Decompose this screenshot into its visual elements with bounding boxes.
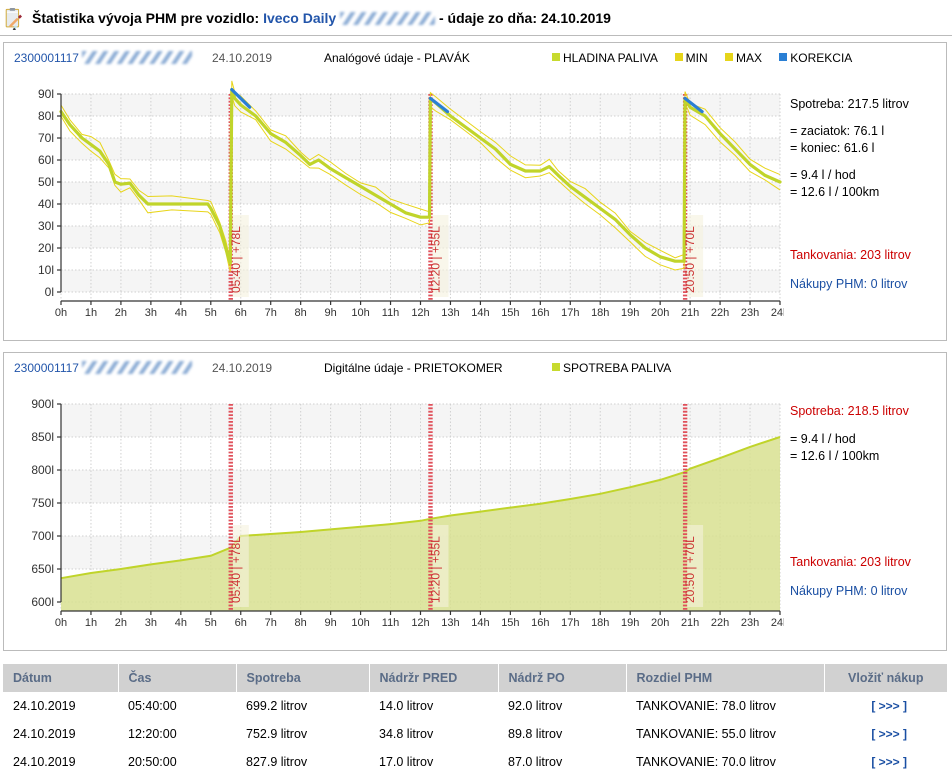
- svg-text:14h: 14h: [471, 307, 489, 319]
- svg-text:3h: 3h: [145, 307, 157, 319]
- svg-text:05:40 | +78L: 05:40 | +78L: [229, 226, 243, 293]
- svg-text:24h: 24h: [771, 307, 784, 319]
- svg-text:60l: 60l: [38, 153, 54, 167]
- svg-text:12h: 12h: [411, 307, 429, 319]
- svg-text:20l: 20l: [38, 241, 54, 255]
- svg-text:90l: 90l: [38, 87, 54, 101]
- svg-text:0h: 0h: [55, 307, 67, 319]
- svg-text:80l: 80l: [38, 109, 54, 123]
- svg-text:850l: 850l: [31, 430, 54, 444]
- svg-text:5h: 5h: [205, 307, 217, 319]
- svg-text:700l: 700l: [31, 529, 54, 543]
- svg-text:6h: 6h: [235, 307, 247, 319]
- svg-text:18h: 18h: [591, 617, 609, 629]
- svg-text:20h: 20h: [651, 617, 669, 629]
- svg-text:13h: 13h: [441, 617, 459, 629]
- svg-text:9h: 9h: [324, 307, 336, 319]
- svg-text:17h: 17h: [561, 617, 579, 629]
- svg-text:1h: 1h: [85, 307, 97, 319]
- svg-text:15h: 15h: [501, 617, 519, 629]
- svg-text:11h: 11h: [382, 307, 400, 319]
- svg-text:23h: 23h: [741, 617, 759, 629]
- svg-text:650l: 650l: [31, 562, 54, 576]
- svg-text:20h: 20h: [651, 307, 669, 319]
- svg-text:18h: 18h: [591, 307, 609, 319]
- svg-text:8h: 8h: [295, 307, 307, 319]
- svg-text:5h: 5h: [205, 617, 217, 629]
- svg-text:14h: 14h: [471, 617, 489, 629]
- svg-text:11h: 11h: [382, 617, 400, 629]
- svg-text:4h: 4h: [175, 617, 187, 629]
- svg-text:24h: 24h: [771, 617, 784, 629]
- svg-text:750l: 750l: [31, 496, 54, 510]
- svg-text:20:50 | +70L: 20:50 | +70L: [683, 226, 697, 293]
- svg-text:22h: 22h: [711, 307, 729, 319]
- svg-text:70l: 70l: [38, 131, 54, 145]
- svg-text:13h: 13h: [441, 307, 459, 319]
- svg-text:21h: 21h: [681, 307, 699, 319]
- svg-text:40l: 40l: [38, 197, 54, 211]
- svg-text:3h: 3h: [145, 617, 157, 629]
- svg-text:12:20 | +55L: 12:20 | +55L: [429, 226, 443, 293]
- svg-text:900l: 900l: [31, 397, 54, 411]
- svg-text:20:50 | +70L: 20:50 | +70L: [683, 536, 697, 603]
- svg-text:0h: 0h: [55, 617, 67, 629]
- svg-text:7h: 7h: [265, 307, 277, 319]
- svg-text:800l: 800l: [31, 463, 54, 477]
- svg-text:05:40 | +78L: 05:40 | +78L: [229, 536, 243, 603]
- svg-text:30l: 30l: [38, 219, 54, 233]
- svg-text:7h: 7h: [265, 617, 277, 629]
- svg-text:19h: 19h: [621, 307, 639, 319]
- svg-text:10l: 10l: [38, 263, 54, 277]
- svg-text:0l: 0l: [45, 285, 54, 299]
- svg-text:600l: 600l: [31, 595, 54, 609]
- svg-text:12:20 | +55L: 12:20 | +55L: [429, 536, 443, 603]
- svg-text:12h: 12h: [411, 617, 429, 629]
- svg-text:2h: 2h: [115, 307, 127, 319]
- svg-text:10h: 10h: [351, 617, 369, 629]
- svg-text:15h: 15h: [501, 307, 519, 319]
- svg-text:21h: 21h: [681, 617, 699, 629]
- svg-text:6h: 6h: [235, 617, 247, 629]
- svg-text:1h: 1h: [85, 617, 97, 629]
- svg-text:19h: 19h: [621, 617, 639, 629]
- svg-text:16h: 16h: [531, 307, 549, 319]
- svg-text:23h: 23h: [741, 307, 759, 319]
- svg-text:4h: 4h: [175, 307, 187, 319]
- svg-text:16h: 16h: [531, 617, 549, 629]
- svg-text:10h: 10h: [351, 307, 369, 319]
- svg-text:50l: 50l: [38, 175, 54, 189]
- svg-text:9h: 9h: [324, 617, 336, 629]
- svg-text:8h: 8h: [295, 617, 307, 629]
- svg-text:17h: 17h: [561, 307, 579, 319]
- svg-text:22h: 22h: [711, 617, 729, 629]
- svg-text:2h: 2h: [115, 617, 127, 629]
